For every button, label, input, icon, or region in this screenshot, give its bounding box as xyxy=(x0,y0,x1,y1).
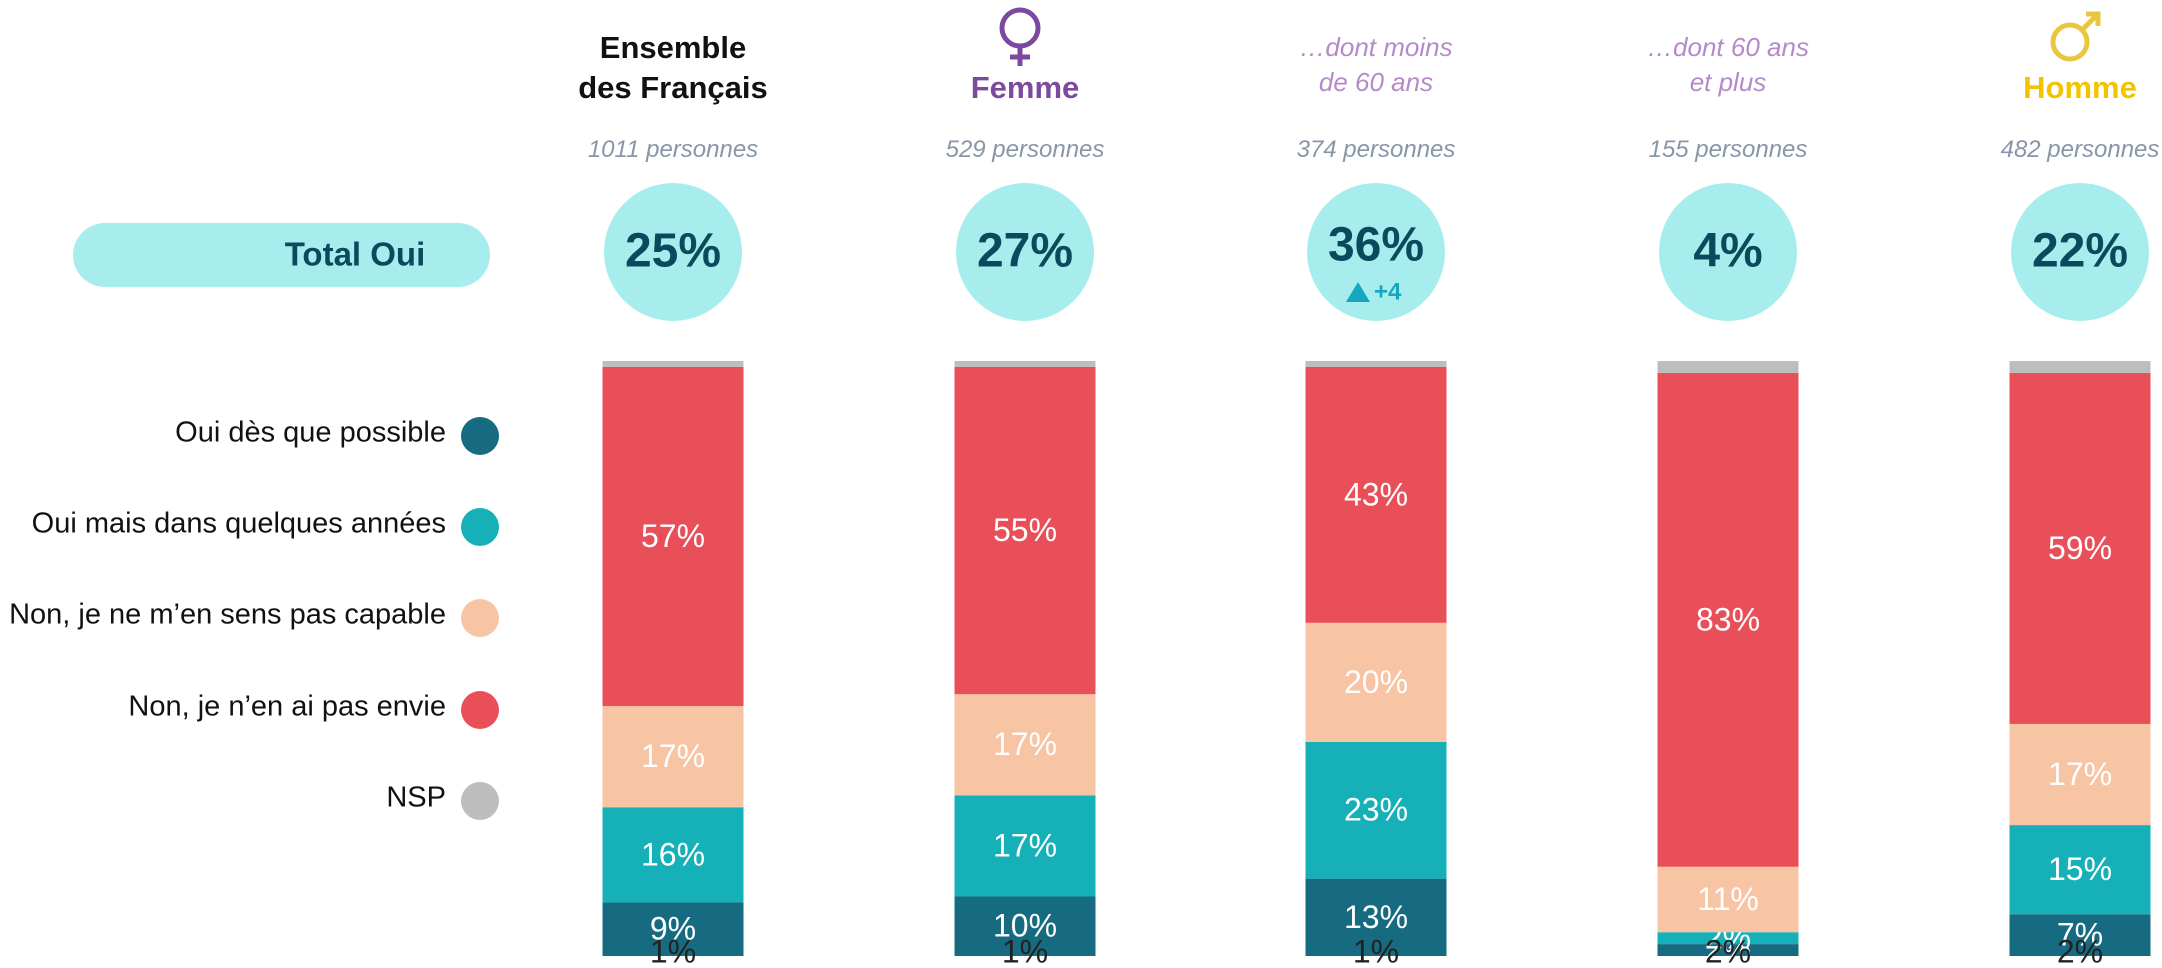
data-label: 43% xyxy=(1344,476,1408,512)
bar-segment xyxy=(1657,361,1799,373)
data-label: 83% xyxy=(1696,601,1760,637)
data-label: 17% xyxy=(2048,756,2112,792)
data-label: 1% xyxy=(1353,933,1399,968)
column-header: …dont moins de 60 ans xyxy=(1299,32,1453,97)
data-label: 23% xyxy=(1344,792,1408,828)
mars-icon xyxy=(2050,11,2101,62)
data-label: 13% xyxy=(1344,899,1408,935)
data-label: 17% xyxy=(993,827,1057,863)
data-label: 10% xyxy=(993,908,1057,944)
legend-label: NSP xyxy=(386,782,446,814)
bar-segment xyxy=(1305,366,1447,623)
total-circle xyxy=(1307,183,1445,321)
bar-segment xyxy=(954,366,1096,695)
venus-icon xyxy=(999,7,1041,66)
column-header: Ensemble des Français xyxy=(578,30,768,105)
bar-segment xyxy=(2009,825,2151,915)
legend-swatch xyxy=(461,782,499,820)
total-circle xyxy=(1659,183,1797,321)
sample-size: 1011 personnes xyxy=(587,136,759,163)
data-label: 20% xyxy=(1344,664,1408,700)
data-label: 59% xyxy=(2048,530,2112,566)
data-label: 1% xyxy=(1002,933,1048,968)
sample-size: 374 personnes xyxy=(1296,136,1456,163)
data-label: 2% xyxy=(2057,933,2103,968)
total-value: 22% xyxy=(2032,225,2128,278)
data-label: 9% xyxy=(650,911,696,947)
up-triangle xyxy=(1346,282,1370,302)
bar-segment xyxy=(602,366,744,707)
annotation: +4 xyxy=(1374,278,1402,305)
total-circle xyxy=(604,183,742,321)
sample-size: 155 personnes xyxy=(1648,136,1808,163)
column-header: …dont 60 ans et plus xyxy=(1647,32,1809,97)
legend-label: Oui dès que possible xyxy=(175,417,446,449)
total-value: 36% xyxy=(1328,219,1424,272)
data-label: 1% xyxy=(650,933,696,968)
data-label: 2% xyxy=(1705,933,1751,968)
data-label: 55% xyxy=(993,512,1057,548)
bar-segment xyxy=(1657,944,1799,956)
bar-segment xyxy=(1305,741,1447,879)
bar-segment xyxy=(602,361,744,367)
total-value: 27% xyxy=(977,225,1073,278)
bar-segment xyxy=(602,807,744,903)
bar-segment xyxy=(2009,361,2151,373)
bar-segment xyxy=(1657,372,1799,867)
bar-segment xyxy=(1657,932,1799,945)
total-circle xyxy=(2011,183,2149,321)
column-header: Homme xyxy=(2023,70,2137,105)
bar-segment xyxy=(954,694,1096,796)
legend-label: Oui mais dans quelques années xyxy=(32,508,446,540)
bar-segment xyxy=(602,706,744,808)
bar-segment xyxy=(602,902,744,956)
total-value: 25% xyxy=(625,225,721,278)
total-label: Total Oui xyxy=(285,236,426,273)
bar-segment xyxy=(1305,361,1447,367)
sample-size: 529 personnes xyxy=(945,136,1105,163)
column-header: Femme xyxy=(970,70,1080,105)
legend-label: Non, je ne m’en sens pas capable xyxy=(9,599,446,631)
bar-segment xyxy=(1305,878,1447,956)
data-label: 11% xyxy=(1697,881,1759,917)
legend-swatch xyxy=(461,691,499,729)
data-label: 7% xyxy=(2057,917,2103,953)
bar-segment xyxy=(954,795,1096,897)
bar-segment xyxy=(2009,914,2151,956)
bar-segment xyxy=(1657,866,1799,933)
legend-swatch xyxy=(461,508,499,546)
legend-label: Non, je n’en ai pas envie xyxy=(128,691,446,723)
data-label: 17% xyxy=(993,726,1057,762)
bar-segment xyxy=(954,896,1096,956)
bar-segment xyxy=(2009,723,2151,826)
total-circle xyxy=(956,183,1094,321)
sample-size: 482 personnes xyxy=(2000,136,2160,163)
total-pill xyxy=(73,223,490,287)
data-label: 17% xyxy=(641,738,705,774)
bar-segment xyxy=(2009,372,2151,724)
bar-segment xyxy=(1305,622,1447,742)
total-value: 4% xyxy=(1693,225,1762,278)
legend-swatch xyxy=(461,599,499,637)
data-label: 57% xyxy=(641,518,705,554)
bar-segment xyxy=(954,361,1096,367)
data-label: 16% xyxy=(641,836,705,872)
data-label: 15% xyxy=(2048,851,2112,887)
legend-swatch xyxy=(461,417,499,455)
